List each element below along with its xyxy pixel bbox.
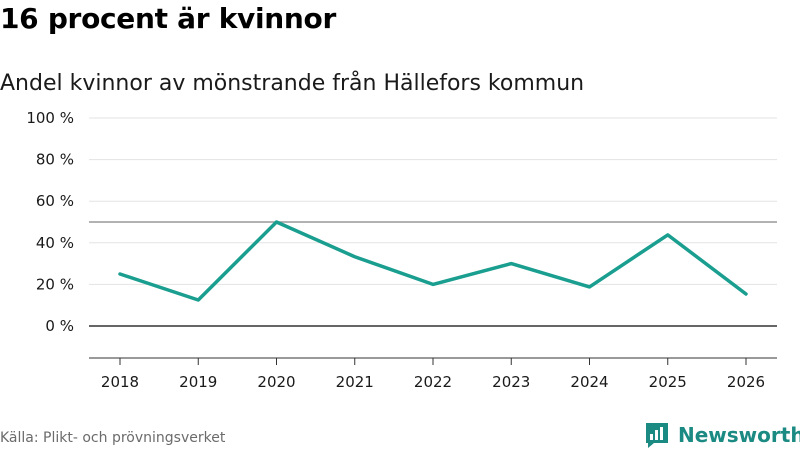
- newsworthy-logo-icon: [646, 423, 668, 448]
- series-layer: [118, 220, 748, 302]
- chart-title: 16 procent är kvinnor: [0, 2, 336, 35]
- y-tick-label: 0 %: [45, 317, 74, 335]
- line-chart: 0 % 20 % 40 % 60 % 80 % 100 % 2018 2019 2020 202…: [26, 109, 777, 391]
- brand-logo: Newsworthy: [644, 420, 800, 450]
- series-line: [118, 220, 748, 302]
- x-tick-label: 2024: [570, 373, 608, 391]
- x-tick-label: 2022: [414, 373, 452, 391]
- y-tick-label: 20 %: [36, 275, 74, 293]
- x-tick-label: 2019: [179, 373, 217, 391]
- x-tick-label: 2021: [336, 373, 374, 391]
- brand-name: Newsworthy: [678, 423, 800, 447]
- y-tick-label: 100 %: [26, 109, 74, 127]
- y-tick-label: 40 %: [36, 234, 74, 252]
- gridlines: [89, 117, 777, 327]
- x-axis-ticks: 2018 2019 2020 2021 2022 2023 2024 2025 2026: [89, 357, 777, 391]
- x-tick-label: 2025: [649, 373, 687, 391]
- x-tick-label: 2026: [727, 373, 765, 391]
- x-tick-label: 2023: [492, 373, 530, 391]
- chart-subtitle: Andel kvinnor av mönstrande från Hällefo…: [0, 71, 585, 96]
- y-tick-label: 80 %: [36, 151, 74, 169]
- y-axis-ticks: 0 % 20 % 40 % 60 % 80 % 100 %: [26, 109, 74, 335]
- x-tick-label: 2020: [257, 373, 295, 391]
- x-tick-label: 2018: [101, 373, 139, 391]
- y-tick-label: 60 %: [36, 192, 74, 210]
- source-note: Källa: Plikt- och prövningsverket: [0, 430, 226, 446]
